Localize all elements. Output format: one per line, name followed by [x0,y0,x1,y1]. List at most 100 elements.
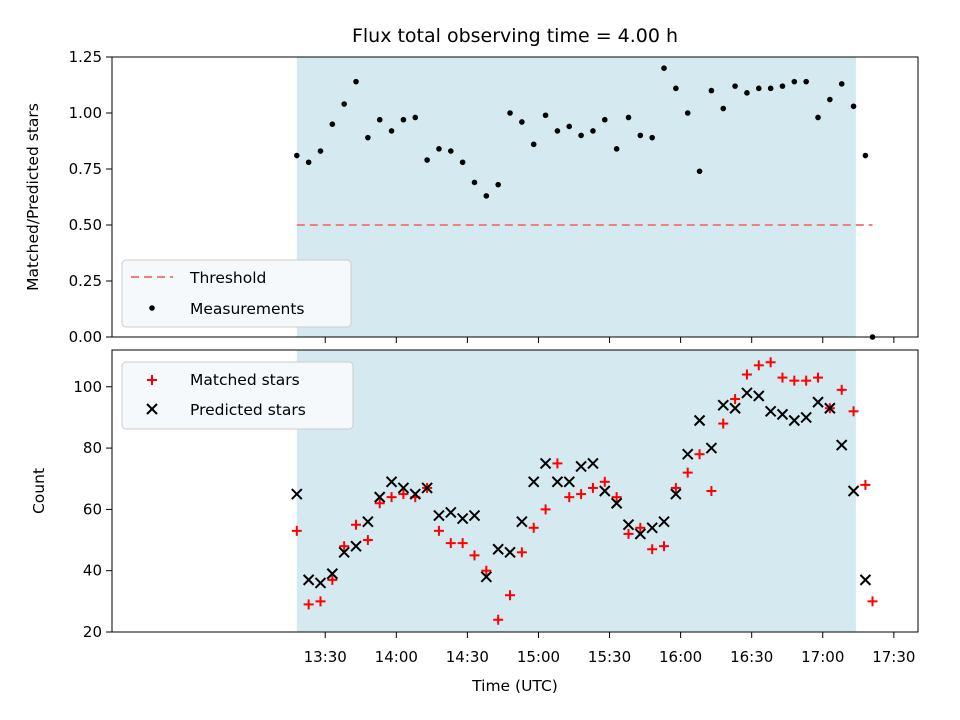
predicted-star-point [741,387,753,399]
predicted-star-point [350,540,362,552]
predicted-star-point [705,442,718,454]
matched-star-point [445,538,456,549]
measurement-point [353,78,359,85]
matched-star-point [848,406,859,417]
measurement-point [388,128,395,134]
predicted-star-point [326,568,339,580]
top-y-axis-label: Matched/Predicted stars [24,103,42,291]
measurement-point [329,121,336,127]
measurement-point [507,110,513,116]
measurement-point [424,157,430,163]
predicted-star-point [729,402,741,414]
predicted-star-point [468,509,481,522]
top-y-tick-label: 1.25 [69,48,102,66]
matched-star-point [457,538,468,549]
bottom-axes-frame [111,349,919,633]
matched-star-point [741,369,752,380]
matched-star-point [765,357,776,368]
measurement-point [827,96,833,103]
predicted-star-point [658,515,670,528]
predicted-star-point [717,399,729,411]
matched-star-point [552,458,563,469]
bottom-y-axis-label: Count [30,468,48,514]
matched-star-point [351,519,362,530]
predicted-star-point [456,512,469,525]
top-panel: 0.00 0.25 0.50 0.75 1.00 1.25 Matched/Predict… [24,48,919,346]
predicted-star-point [492,543,504,555]
measurement-point [708,87,715,94]
predicted-star-point [800,411,812,424]
measurement-point [767,85,774,92]
top-y-tick-label: 0.00 [69,328,102,346]
predicted-star-point [764,405,777,418]
bottom-observing-window [296,350,856,632]
measurement-point [673,85,679,92]
matched-star-point [682,467,693,478]
predicted-star-point [812,396,824,408]
matched-star-point [730,394,741,405]
measurement-point [412,114,419,121]
bottom-panel: 20 40 60 80 100 Count Matched stars Predicte… [30,349,919,641]
measurement-point [566,123,573,130]
measurement-point [365,134,371,141]
matched-star-point [860,479,871,490]
matched-star-point [433,525,444,536]
predicted-star-point [836,439,848,451]
top-legend-measurements-label: Measurements [190,300,305,318]
top-legend-threshold-label: Threshold [189,269,266,287]
bottom-legend: Matched stars Predicted stars [121,361,354,430]
matched-star-point [528,522,539,533]
predicted-star-point [693,414,706,427]
x-tick-label: 14:30 [446,648,489,666]
matched-star-point [386,492,397,503]
measurement-point [542,112,549,119]
predicted-star-point [528,476,540,488]
measurement-point [625,114,632,121]
measurement-point [661,65,667,71]
x-tick-label: 13:30 [304,648,347,666]
measurement-point [838,81,845,87]
matched-star-point [540,504,551,515]
predicted-star-point [847,485,860,497]
measurement-point [684,110,691,116]
predicted-star-point [646,522,658,534]
top-y-tick-label: 0.50 [69,216,102,234]
measurement-point [755,85,762,92]
matched-star-point [867,596,878,607]
top-y-tick-label: 1.00 [69,104,102,122]
x-tick-label: 14:00 [375,648,418,666]
measurement-point [376,116,383,123]
matched-star-point [374,498,385,509]
top-y-tick-label: 0.25 [69,272,102,290]
predicted-star-point [776,408,789,421]
matched-star-point [813,372,824,383]
predicted-star-point [433,509,445,522]
predicted-star-point [338,546,350,559]
matched-star-point [635,522,646,533]
matched-star-point [505,590,516,601]
bottom-legend-predicted-label: Predicted stars [190,401,306,419]
measurement-point [803,78,809,85]
predicted-star-point [397,482,410,494]
top-y-tick-label: 0.75 [69,160,102,178]
top-observing-window [296,57,856,337]
matched-star-point [362,535,373,546]
matched-star-point [564,492,575,503]
matched-star-point [303,599,314,610]
measurement-point [815,114,821,121]
predicted-star-point [302,574,315,586]
matched-star-point [493,614,504,625]
predicted-star-point [445,506,457,519]
bottom-legend-predicted-swatch [146,403,158,415]
predicted-star-point [539,457,552,470]
predicted-star-point [670,488,682,500]
measurement-point [305,159,312,166]
predicted-star-point [587,457,599,470]
measurement-point [791,78,798,85]
predicted-star-point [374,491,386,503]
predicted-star-point [788,414,801,427]
matched-star-point [753,360,764,371]
predicted-star-point [385,476,398,488]
matched-star-point [481,565,492,576]
